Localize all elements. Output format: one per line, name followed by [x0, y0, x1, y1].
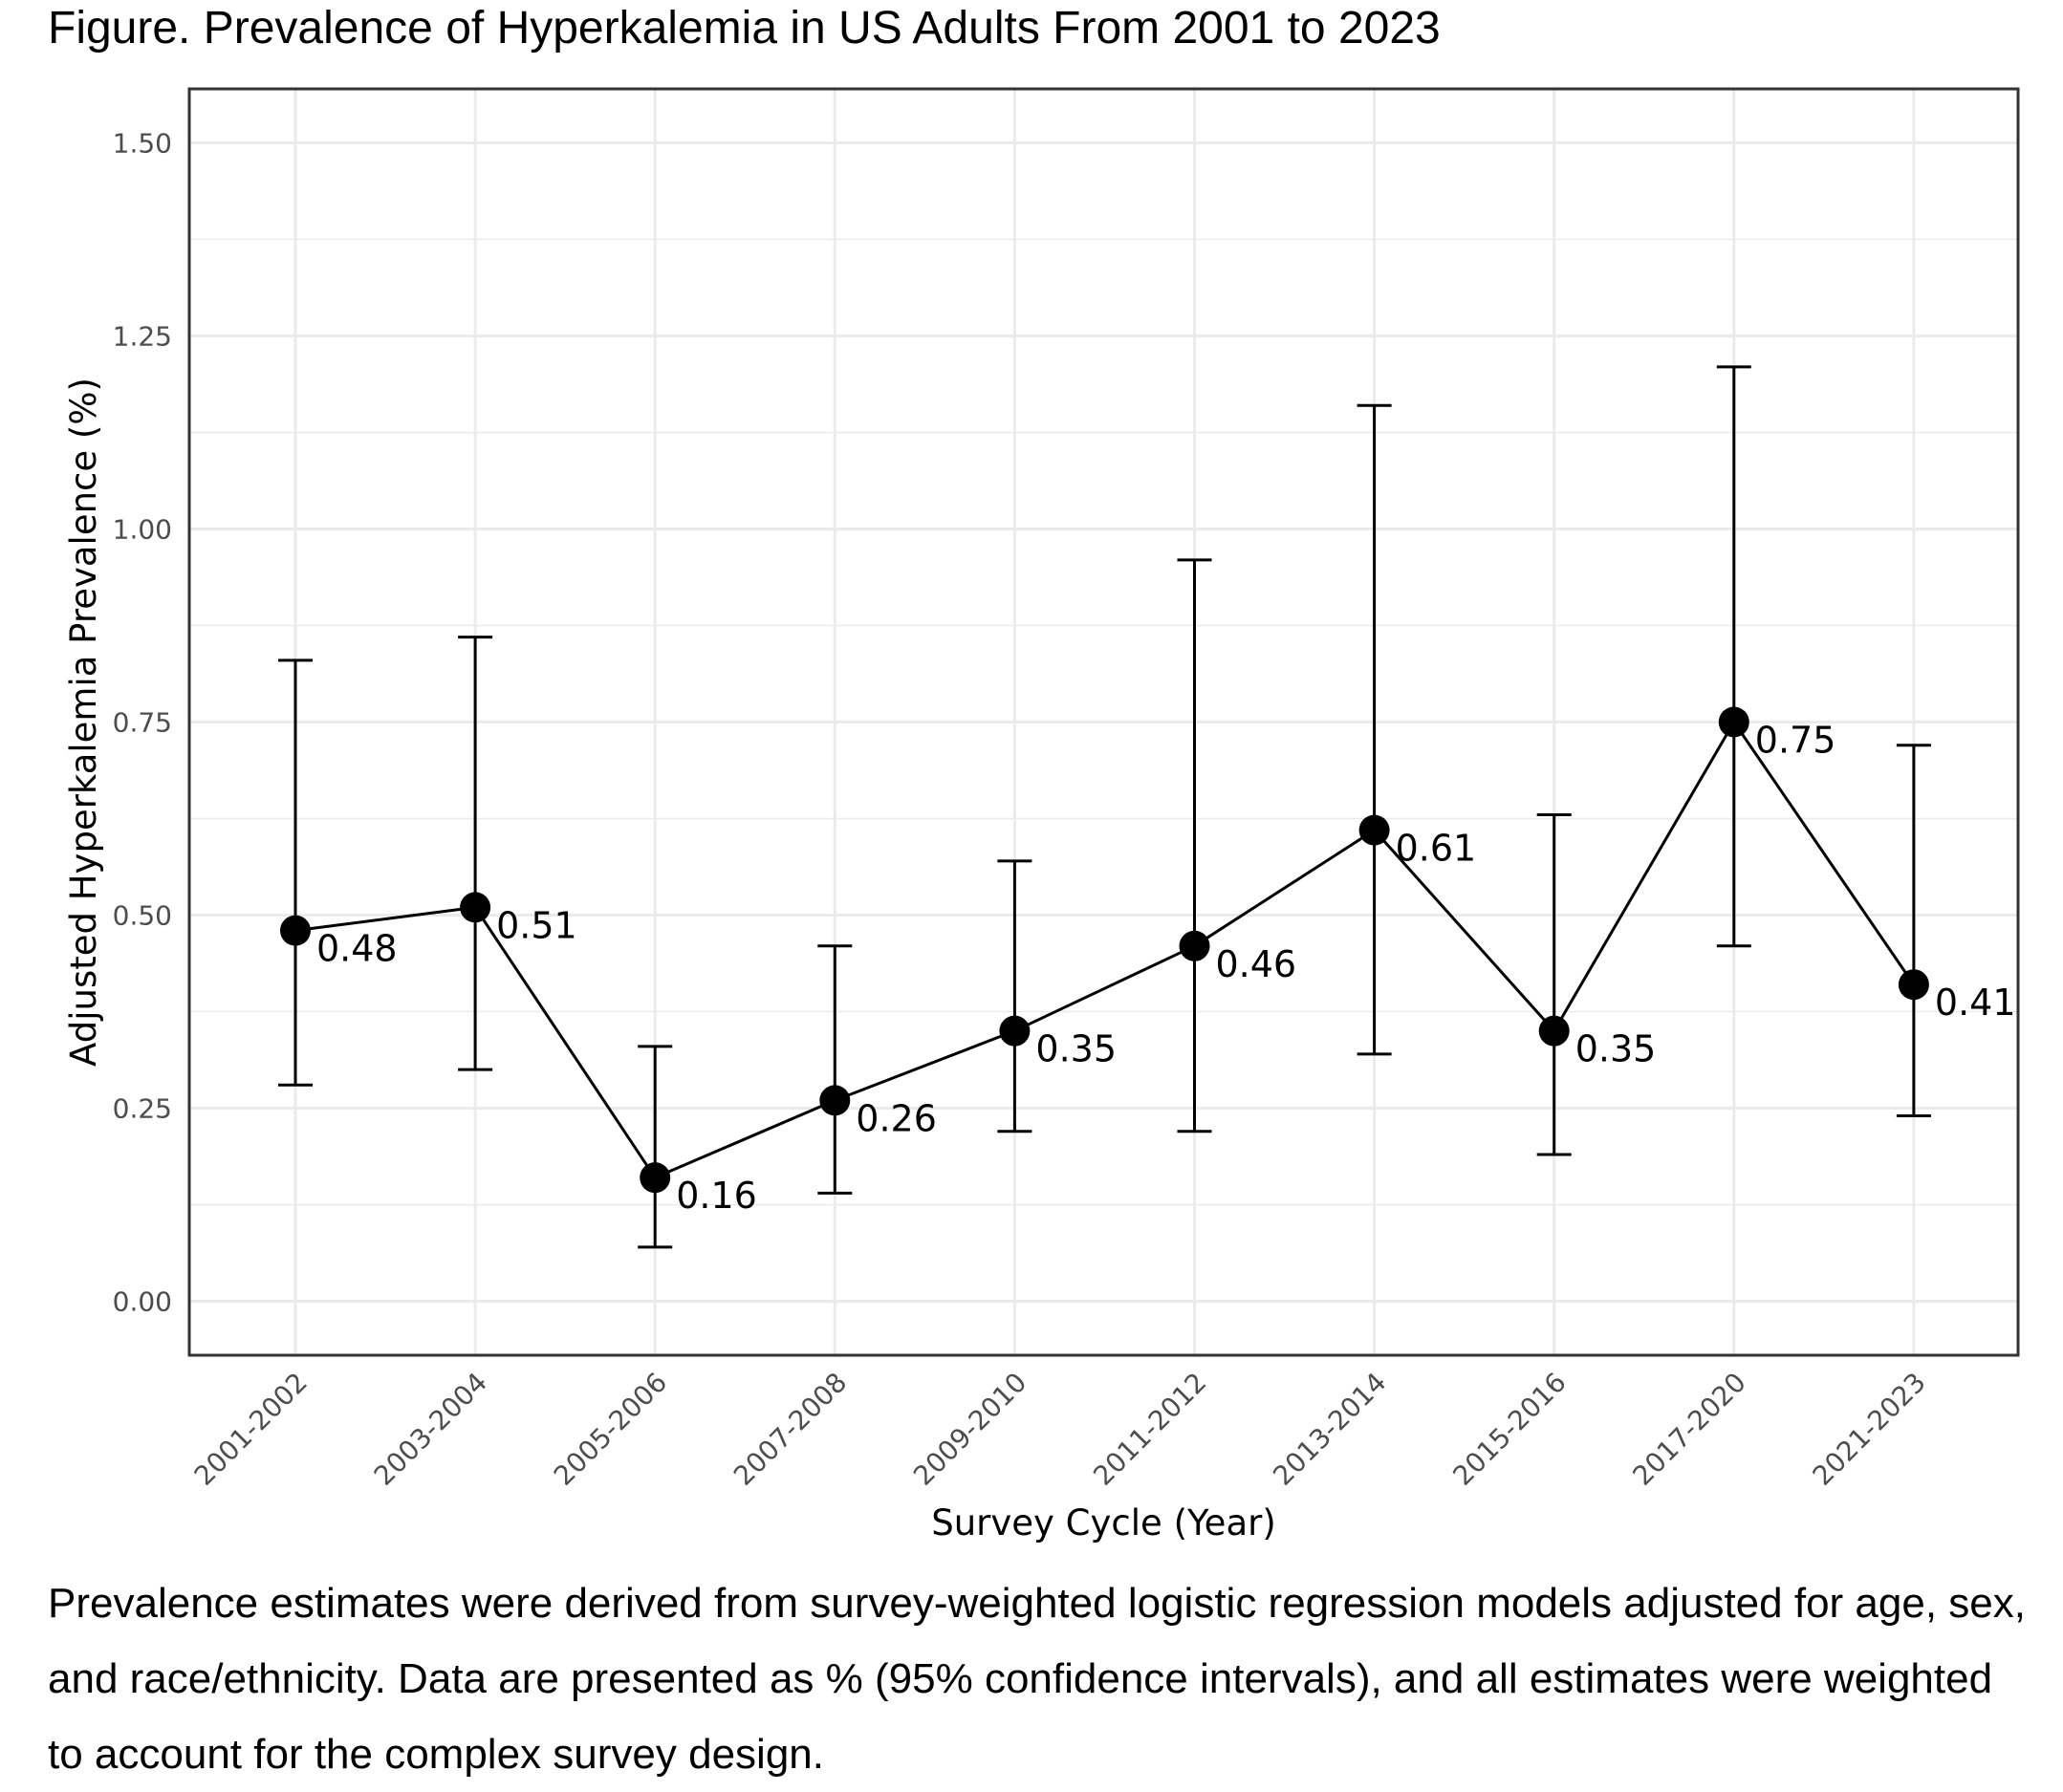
- data-point: [1718, 706, 1749, 738]
- error-bar: [1177, 558, 1212, 1133]
- error-bar: [997, 859, 1032, 1133]
- x-tick-label: 2003-2004: [368, 1367, 493, 1492]
- y-tick-label: 0.00: [113, 1285, 172, 1317]
- x-axis-title: Survey Cycle (Year): [931, 1502, 1276, 1544]
- data-label: 0.16: [676, 1175, 757, 1217]
- data-point: [1179, 930, 1210, 961]
- x-tick-label: 2001-2002: [188, 1367, 314, 1492]
- x-tick-label: 2005-2006: [548, 1367, 673, 1492]
- data-point: [1538, 1015, 1570, 1047]
- error-bar: [1716, 365, 1751, 948]
- x-tick-label: 2013-2014: [1267, 1367, 1392, 1492]
- error-bar: [278, 659, 313, 1087]
- data-label: 0.26: [856, 1097, 937, 1139]
- data-point: [999, 1015, 1031, 1047]
- error-bar: [1357, 403, 1392, 1056]
- figure-title: Figure. Prevalence of Hyperkalemia in US…: [48, 3, 1441, 54]
- y-tick-label: 0.75: [113, 707, 172, 739]
- y-tick-label: 0.50: [113, 899, 172, 931]
- data-point: [640, 1162, 671, 1194]
- y-axis-title: Adjusted Hyperkalemia Prevalence (%): [63, 378, 104, 1067]
- data-label: 0.46: [1216, 943, 1297, 985]
- data-label: 0.75: [1755, 720, 1836, 762]
- data-point: [1898, 969, 1929, 1001]
- error-bar: [1536, 812, 1572, 1156]
- data-label: 0.41: [1935, 982, 2016, 1024]
- data-label: 0.35: [1035, 1028, 1117, 1070]
- error-bar: [638, 1045, 673, 1249]
- series-line: [294, 719, 1916, 1180]
- x-tick-label: 2021-2023: [1807, 1367, 1932, 1492]
- data-label: 0.61: [1396, 828, 1477, 870]
- x-tick-label: 2011-2012: [1087, 1367, 1212, 1492]
- series-layer: 0.48 0.51 0.16 0.26 0.35 0.46 0.61 0.35 0.75 0.41: [278, 365, 2016, 1249]
- x-tick-label: 2007-2008: [727, 1367, 853, 1492]
- plot-border: [187, 87, 2020, 1357]
- y-tick-label: 1.25: [113, 321, 172, 353]
- y-tick-label: 0.25: [113, 1092, 172, 1124]
- error-bar: [458, 636, 493, 1071]
- y-tick-label: 1.00: [113, 514, 172, 546]
- y-tick-labels: 0.00 0.25 0.50 0.75 1.00 1.25 1.50: [113, 128, 172, 1318]
- data-label: 0.48: [316, 928, 398, 970]
- figure-caption: Prevalence estimates were derived from s…: [48, 1580, 2026, 1778]
- data-label: 0.51: [496, 904, 577, 946]
- data-point: [280, 915, 311, 946]
- error-bar: [1896, 744, 1931, 1118]
- x-tick-label: 2017-2020: [1626, 1367, 1751, 1492]
- data-label: 0.35: [1575, 1028, 1657, 1070]
- x-tick-label: 2015-2016: [1446, 1367, 1572, 1492]
- data-point: [1358, 814, 1390, 846]
- data-point: [460, 892, 491, 923]
- error-bar: [817, 944, 853, 1195]
- prevalence-chart: 0.000.250.500.751.001.251.50 2001-2002 20…: [63, 87, 2020, 1544]
- data-point: [819, 1085, 851, 1116]
- x-tick-labels: 2001-2002 2003-2004 2005-2006 2007-2008 2009…: [188, 1367, 1932, 1492]
- x-tick-label: 2009-2010: [907, 1367, 1032, 1492]
- y-tick-label: 1.50: [113, 128, 172, 160]
